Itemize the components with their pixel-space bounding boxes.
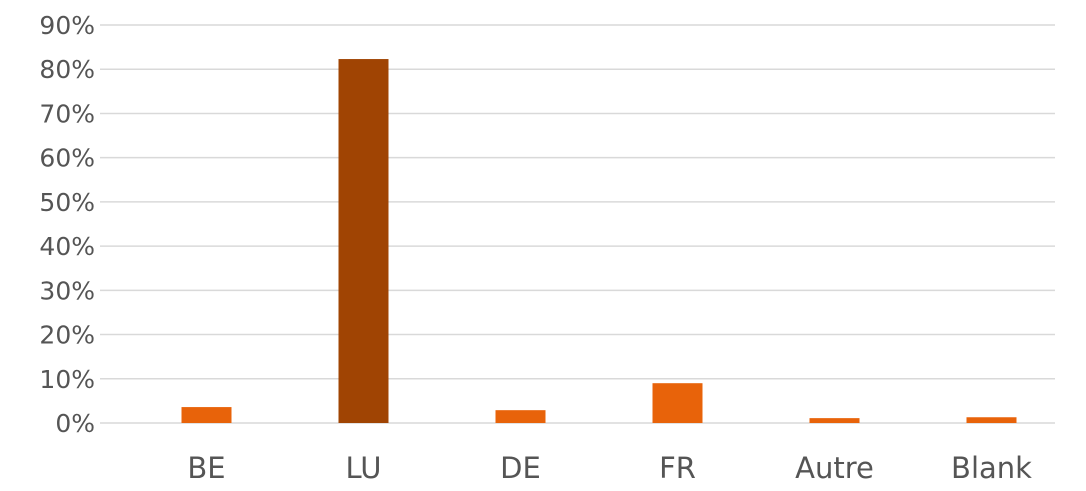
y-tick-label: 60% xyxy=(39,144,95,173)
y-tick-label: 10% xyxy=(39,365,95,394)
y-tick-label: 30% xyxy=(39,276,95,305)
x-tick-label: DE xyxy=(500,451,541,485)
x-tick-label: BE xyxy=(187,451,225,485)
x-tick-label: FR xyxy=(659,451,696,485)
bar xyxy=(181,407,232,423)
y-tick-label: 50% xyxy=(39,188,95,217)
bar xyxy=(809,418,860,423)
y-tick-label: 0% xyxy=(55,409,95,438)
x-tick-label: Blank xyxy=(951,451,1032,485)
y-tick-label: 20% xyxy=(39,321,95,350)
y-tick-label: 90% xyxy=(39,11,95,40)
bar xyxy=(338,59,389,423)
y-tick-label: 70% xyxy=(39,99,95,128)
bar xyxy=(495,410,546,423)
x-tick-label: Autre xyxy=(795,451,874,485)
x-tick-label: LU xyxy=(346,451,382,485)
bar xyxy=(966,417,1017,423)
y-tick-label: 40% xyxy=(39,232,95,261)
y-tick-label: 80% xyxy=(39,55,95,84)
bar xyxy=(652,383,703,423)
